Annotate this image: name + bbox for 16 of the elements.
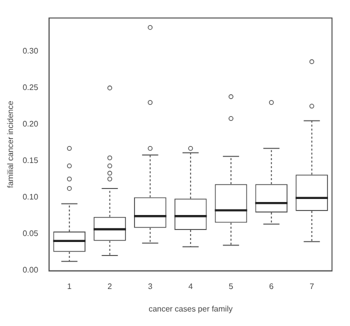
- y-tick-label: 0.10: [22, 192, 39, 202]
- x-tick-label: 7: [310, 282, 315, 291]
- x-tick-label: 6: [269, 282, 274, 291]
- y-axis-title: familial cancer incidence: [6, 100, 16, 188]
- x-tick-label: 2: [108, 282, 113, 291]
- y-tick-label: 0.15: [22, 156, 39, 165]
- y-tick-label: 0.00: [22, 265, 39, 274]
- y-tick-label: 0.30: [22, 46, 39, 56]
- x-tick-label: 4: [188, 282, 194, 291]
- x-tick-label: 1: [67, 282, 72, 291]
- x-tick-label: 5: [228, 282, 234, 291]
- y-tick-label: 0.05: [22, 228, 39, 238]
- y-tick-label: 0.25: [22, 83, 39, 92]
- x-axis-title: cancer cases per family: [148, 304, 233, 314]
- x-tick-label: 3: [148, 282, 153, 291]
- y-tick-label: 0.20: [22, 120, 39, 129]
